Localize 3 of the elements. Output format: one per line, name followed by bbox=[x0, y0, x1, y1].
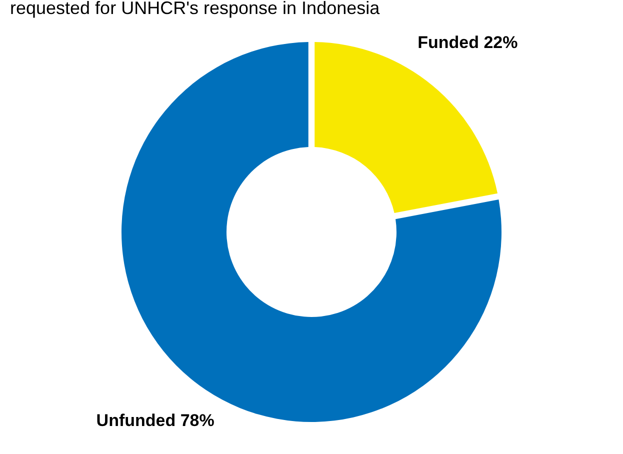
chart-title: requested for UNHCR's response in Indonesia bbox=[10, 0, 381, 18]
slice-label: Funded 22% bbox=[418, 33, 518, 52]
slice-label: Unfunded 78% bbox=[96, 410, 214, 430]
